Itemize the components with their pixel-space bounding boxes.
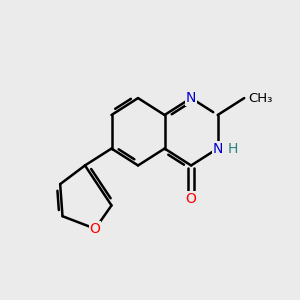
Text: N: N (186, 91, 196, 105)
Text: O: O (90, 222, 101, 236)
Text: CH₃: CH₃ (249, 92, 273, 105)
Text: H: H (228, 142, 238, 155)
Text: O: O (186, 192, 196, 206)
Text: N: N (212, 142, 223, 155)
